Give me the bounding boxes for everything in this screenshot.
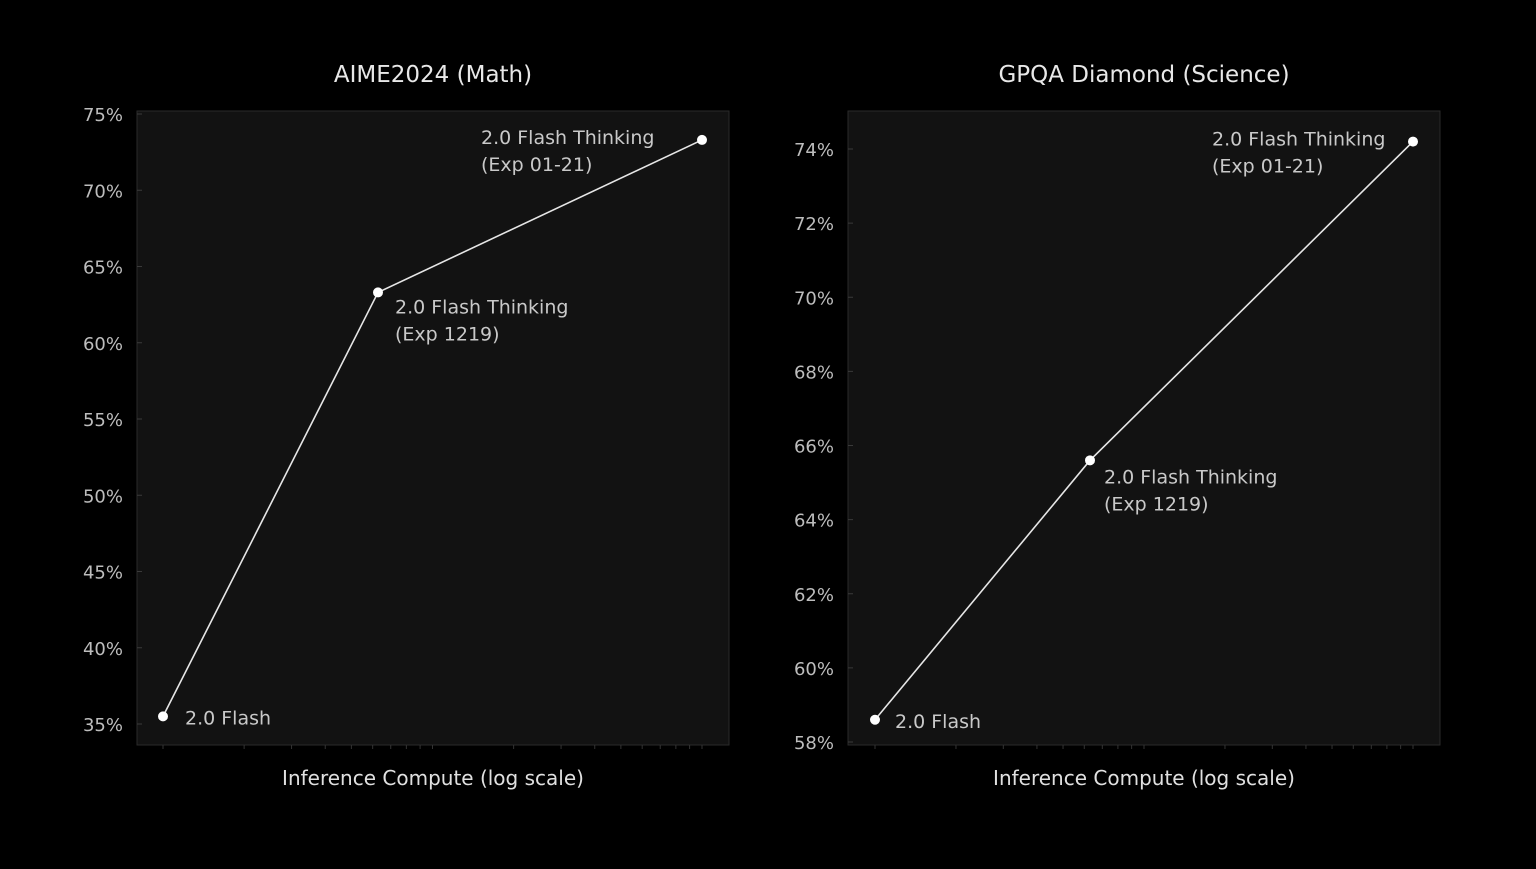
y-axis-ticks: 58% 60% 62% 64% 66% 68% 70% 72% 74% (794, 140, 853, 754)
y-tick-label: 70% (794, 288, 834, 309)
y-tick-label: 40% (83, 639, 123, 660)
chart-aime2024: AIME2024 (Math) Inference Compute (log s… (83, 62, 730, 790)
data-label-line: (Exp 1219) (395, 323, 500, 345)
y-tick-label: 35% (83, 715, 123, 736)
data-label: 2.0 Flash Thinking (Exp 01-21) (481, 127, 654, 176)
data-label-line: 2.0 Flash (895, 711, 981, 733)
data-label: 2.0 Flash Thinking (Exp 1219) (395, 296, 568, 345)
y-axis-ticks: 35% 40% 45% 50% 55% 60% 65% 70% 75% (83, 105, 142, 736)
y-tick-label: 55% (83, 410, 123, 431)
x-axis-ticks (874, 745, 1414, 749)
y-tick-label: 60% (794, 659, 834, 680)
data-point (373, 287, 383, 298)
data-label-line: (Exp 01-21) (481, 154, 592, 176)
y-tick-label: 65% (83, 258, 123, 279)
data-label: 2.0 Flash (185, 707, 271, 729)
x-axis-label: Inference Compute (log scale) (282, 766, 584, 790)
data-label-line: 2.0 Flash Thinking (481, 127, 654, 149)
y-tick-label: 50% (83, 486, 123, 507)
chart-title: GPQA Diamond (Science) (998, 62, 1289, 88)
data-point (697, 134, 707, 145)
y-tick-label: 66% (794, 437, 834, 458)
chart-title: AIME2024 (Math) (334, 62, 532, 88)
data-point (870, 714, 880, 725)
y-tick-label: 74% (794, 140, 834, 161)
data-label: 2.0 Flash Thinking (Exp 01-21) (1212, 129, 1385, 178)
plot-area (847, 110, 1441, 746)
plot-area (136, 110, 730, 746)
y-tick-label: 64% (794, 511, 834, 532)
data-label-line: 2.0 Flash Thinking (395, 296, 568, 318)
chart-gpqa-diamond: GPQA Diamond (Science) Inference Compute… (794, 62, 1441, 790)
data-point (1408, 136, 1418, 147)
y-tick-label: 58% (794, 733, 834, 754)
data-label-line: 2.0 Flash (185, 707, 271, 729)
y-tick-label: 72% (794, 214, 834, 235)
x-axis-ticks (162, 745, 703, 749)
data-label: 2.0 Flash Thinking (Exp 1219) (1104, 466, 1277, 515)
data-label: 2.0 Flash (895, 711, 981, 733)
x-axis-label: Inference Compute (log scale) (993, 766, 1295, 790)
data-label-line: (Exp 01-21) (1212, 156, 1323, 178)
y-tick-label: 62% (794, 585, 834, 606)
y-tick-label: 68% (794, 362, 834, 383)
data-label-line: 2.0 Flash Thinking (1104, 466, 1277, 488)
y-tick-label: 75% (83, 105, 123, 126)
data-label-line: 2.0 Flash Thinking (1212, 129, 1385, 151)
y-tick-label: 45% (83, 563, 123, 584)
data-point (158, 711, 168, 722)
data-label-line: (Exp 1219) (1104, 493, 1209, 515)
data-point (1085, 455, 1095, 466)
y-tick-label: 70% (83, 181, 123, 202)
y-tick-label: 60% (83, 334, 123, 355)
